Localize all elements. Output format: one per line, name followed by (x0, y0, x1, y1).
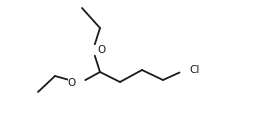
Text: O: O (68, 78, 76, 88)
Text: Cl: Cl (189, 65, 199, 75)
Text: O: O (97, 45, 105, 55)
